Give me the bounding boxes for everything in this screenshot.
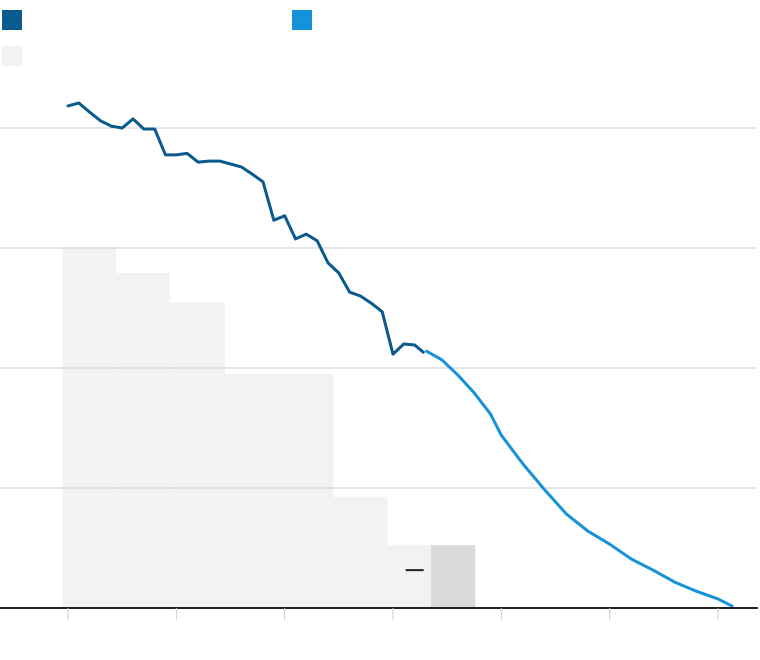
gridlines — [0, 127, 756, 489]
band-2 — [169, 302, 226, 608]
bands — [62, 247, 476, 609]
x-axis — [0, 607, 758, 620]
legend-swatch-historical — [2, 10, 22, 30]
band-0 — [62, 247, 116, 609]
band-1 — [115, 272, 170, 608]
band-4 — [333, 497, 388, 608]
series-line-historical — [66, 101, 425, 356]
legend — [2, 10, 312, 66]
band-5 — [387, 545, 431, 608]
legend-swatch-band — [2, 46, 22, 66]
band-6 — [430, 545, 476, 608]
series — [66, 101, 734, 608]
legend-swatch-projected — [292, 10, 312, 30]
band-3 — [225, 373, 334, 608]
series-line-projected — [425, 349, 734, 608]
